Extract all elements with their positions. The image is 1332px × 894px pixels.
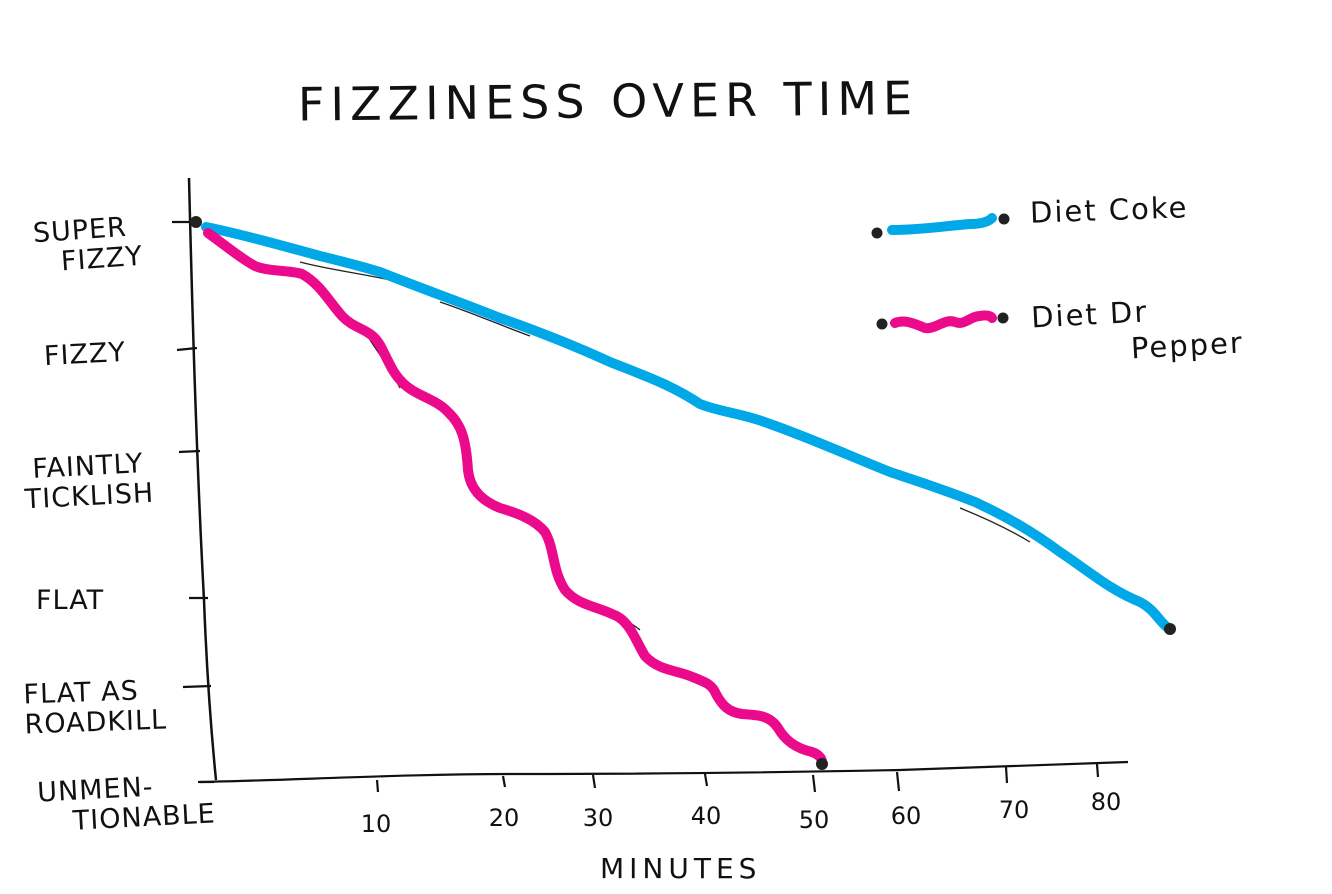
y-label-super-fizzy: SUPER FIZZY <box>31 211 144 278</box>
x-tick-label-20: 20 <box>488 804 520 832</box>
legend-swatch-diet-dr-pepper <box>876 310 1009 334</box>
start-point-marker <box>190 216 202 228</box>
x-tick-label-10: 10 <box>360 810 392 838</box>
y-label-flat-as-roadkill: FLAT AS ROADKILL <box>22 675 168 741</box>
y-label-unmentionable: UNMEN- TIONABLE <box>36 771 217 837</box>
x-tick-label-40: 40 <box>690 802 722 830</box>
y-label-flat: FLAT <box>36 585 105 616</box>
x-tick-label-70: 70 <box>998 796 1030 824</box>
x-axis-line <box>199 760 1129 784</box>
end-point-diet-dr-pepper <box>816 758 828 770</box>
x-axis-title: MINUTES <box>600 852 762 885</box>
x-tick-label-80: 80 <box>1090 788 1122 816</box>
series-line-diet-dr-pepper <box>203 228 827 767</box>
y-axis-line <box>187 177 218 781</box>
y-label-fizzy: FIZZY <box>43 336 127 373</box>
x-tick-label-50: 50 <box>798 806 830 834</box>
series-line-diet-coke <box>201 222 1173 633</box>
x-tick-label-30: 30 <box>582 804 614 832</box>
y-label-faintly-ticklish: FAINTLY TICKLISH <box>24 448 155 516</box>
y-ticks <box>172 220 214 784</box>
x-ticks <box>375 763 1100 793</box>
legend-swatch-diet-coke <box>871 213 1010 239</box>
legend-label-diet-coke: Diet Coke <box>1029 190 1189 230</box>
x-tick-label-60: 60 <box>890 802 922 830</box>
end-point-diet-coke <box>1164 623 1176 635</box>
legend-label-diet-dr-pepper: Diet Dr Pepper <box>1030 294 1245 366</box>
